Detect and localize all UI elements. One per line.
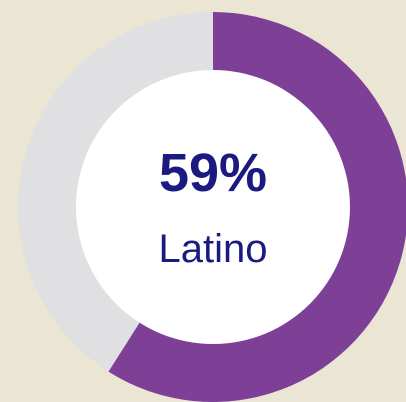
value-label: 59% (159, 143, 267, 203)
category-label: Latino (159, 227, 268, 271)
donut-hole (76, 70, 350, 344)
